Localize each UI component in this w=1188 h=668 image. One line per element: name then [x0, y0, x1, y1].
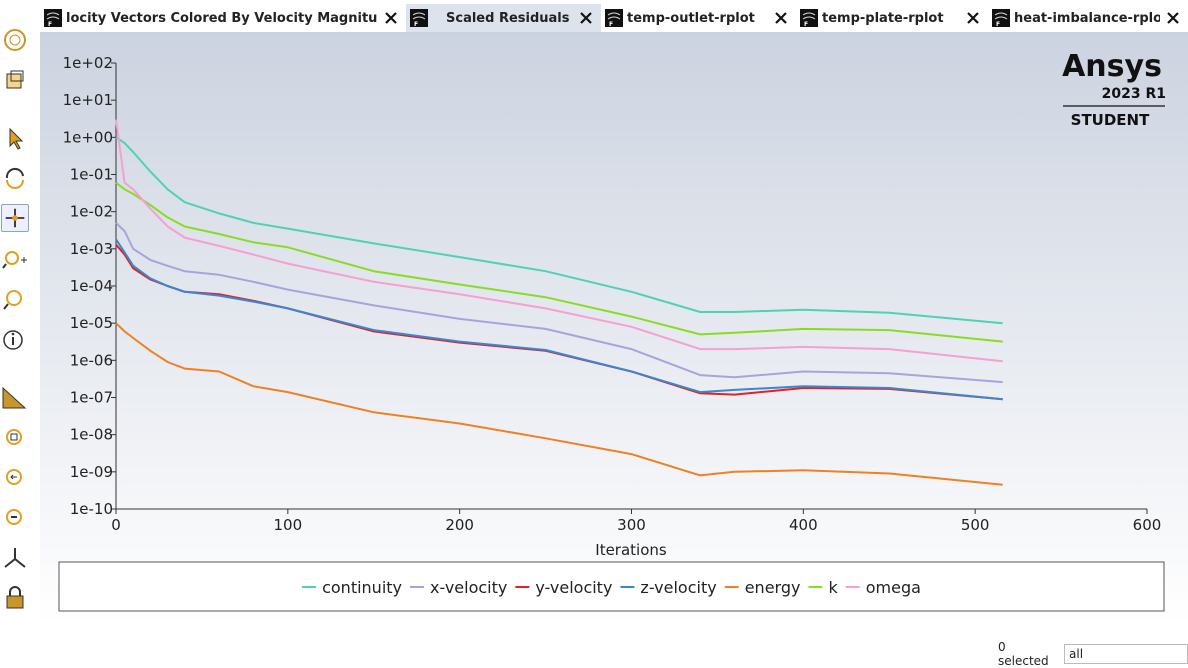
x-tick-label: 300	[617, 516, 646, 534]
x-axis-title: Iterations	[595, 541, 667, 559]
watermark-edition: STUDENT	[1071, 111, 1150, 129]
svg-text:F: F	[804, 21, 808, 27]
legend-label: z-velocity	[640, 578, 716, 597]
chart-background	[40, 32, 1188, 624]
x-tick-label: 0	[111, 516, 121, 534]
status-bar: 0 selected all	[998, 640, 1188, 668]
tab-icon: F	[44, 9, 62, 27]
toolbar-button[interactable]	[1, 424, 29, 452]
x-tick-label: 400	[789, 516, 818, 534]
toolbar-button[interactable]	[1, 204, 29, 232]
y-tick-label: 1e-10	[70, 500, 113, 518]
legend-label: x-velocity	[430, 578, 507, 597]
legend-label: k	[828, 578, 838, 597]
y-tick-label: 1e-05	[70, 314, 113, 332]
tab-icon: F	[800, 9, 818, 27]
toolbar-button[interactable]	[1, 26, 29, 54]
series-line	[115, 119, 1003, 363]
toolbar-button[interactable]	[1, 544, 29, 572]
watermark-version: 2023 R1	[1102, 86, 1166, 102]
y-tick-label: 1e+01	[63, 91, 113, 109]
svg-text:F: F	[609, 21, 613, 27]
series-line	[115, 181, 1003, 343]
toolbar-button[interactable]	[1, 326, 29, 354]
toolbar-button[interactable]	[1, 124, 29, 152]
tab-icon: F	[410, 9, 428, 27]
tab-close[interactable]	[774, 11, 788, 25]
x-tick-label: 100	[274, 516, 303, 534]
tab-label: Scaled Residuals	[446, 10, 570, 26]
tab-close[interactable]	[579, 11, 593, 25]
tab-label: locity Vectors Colored By Velocity Magni…	[66, 10, 378, 26]
legend-label: continuity	[322, 578, 402, 597]
y-tick-label: 1e-04	[70, 277, 113, 295]
x-tick-label: 600	[1133, 516, 1162, 534]
filter-input[interactable]: all	[1064, 644, 1188, 664]
y-tick-label: 1e-09	[70, 463, 113, 481]
tab-close[interactable]	[1166, 11, 1180, 25]
toolbar-button[interactable]	[1, 286, 29, 314]
watermark-brand: Ansys	[1062, 49, 1162, 84]
toolbar-button[interactable]	[1, 164, 29, 192]
svg-text:F: F	[48, 21, 52, 27]
svg-text:F: F	[996, 21, 1000, 27]
tab-label: temp-plate-rplot	[822, 10, 944, 26]
toolbar-button[interactable]	[1, 464, 29, 492]
series-line	[115, 322, 1003, 486]
toolbar-button[interactable]	[1, 504, 29, 532]
y-tick-label: 1e-02	[70, 203, 113, 221]
toolbar-button[interactable]	[1, 384, 29, 412]
tab-icon: F	[992, 9, 1010, 27]
tab-label: temp-outlet-rplot	[627, 10, 755, 26]
toolbar	[0, 20, 32, 620]
tab-close[interactable]	[384, 11, 398, 25]
svg-text:F: F	[414, 21, 418, 27]
y-tick-label: 1e-03	[70, 240, 113, 258]
legend-box	[58, 561, 1165, 612]
y-tick-label: 1e+02	[63, 54, 113, 72]
y-tick-label: 1e+00	[63, 128, 113, 146]
toolbar-button[interactable]	[1, 66, 29, 94]
tab[interactable]: F Scaled Residuals	[406, 4, 601, 32]
tab-icon: F	[605, 9, 623, 27]
legend-label: energy	[745, 578, 801, 597]
y-tick-label: 1e-08	[70, 426, 113, 444]
y-tick-label: 1e-06	[70, 351, 113, 369]
series-line	[115, 238, 1003, 401]
x-tick-label: 500	[961, 516, 990, 534]
y-tick-label: 1e-01	[70, 166, 113, 184]
tab-close[interactable]	[966, 11, 980, 25]
y-tick-label: 1e-07	[70, 389, 113, 407]
toolbar-button[interactable]	[1, 584, 29, 612]
selection-count: 0 selected	[998, 640, 1049, 668]
legend-label: y-velocity	[535, 578, 612, 597]
series-line	[115, 222, 1003, 384]
legend-label: omega	[866, 578, 921, 597]
tab-label: heat-imbalance-rplot	[1014, 10, 1160, 26]
series-line	[115, 136, 1003, 325]
toolbar-button[interactable]	[1, 246, 29, 274]
x-tick-label: 200	[445, 516, 474, 534]
